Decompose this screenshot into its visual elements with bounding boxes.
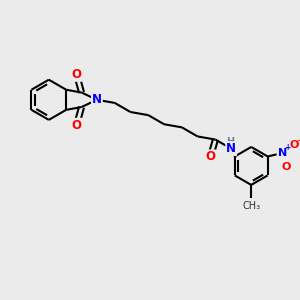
Text: N: N bbox=[226, 142, 236, 155]
Text: −: − bbox=[296, 136, 300, 145]
Text: O: O bbox=[71, 68, 82, 81]
Text: H: H bbox=[226, 137, 234, 147]
Text: CH₃: CH₃ bbox=[242, 200, 260, 211]
Text: O: O bbox=[282, 161, 291, 172]
Text: N: N bbox=[278, 148, 287, 158]
Text: O: O bbox=[289, 140, 298, 150]
Text: O: O bbox=[71, 119, 82, 132]
Text: N: N bbox=[92, 93, 102, 106]
Text: O: O bbox=[206, 150, 215, 164]
Text: +: + bbox=[285, 143, 291, 152]
